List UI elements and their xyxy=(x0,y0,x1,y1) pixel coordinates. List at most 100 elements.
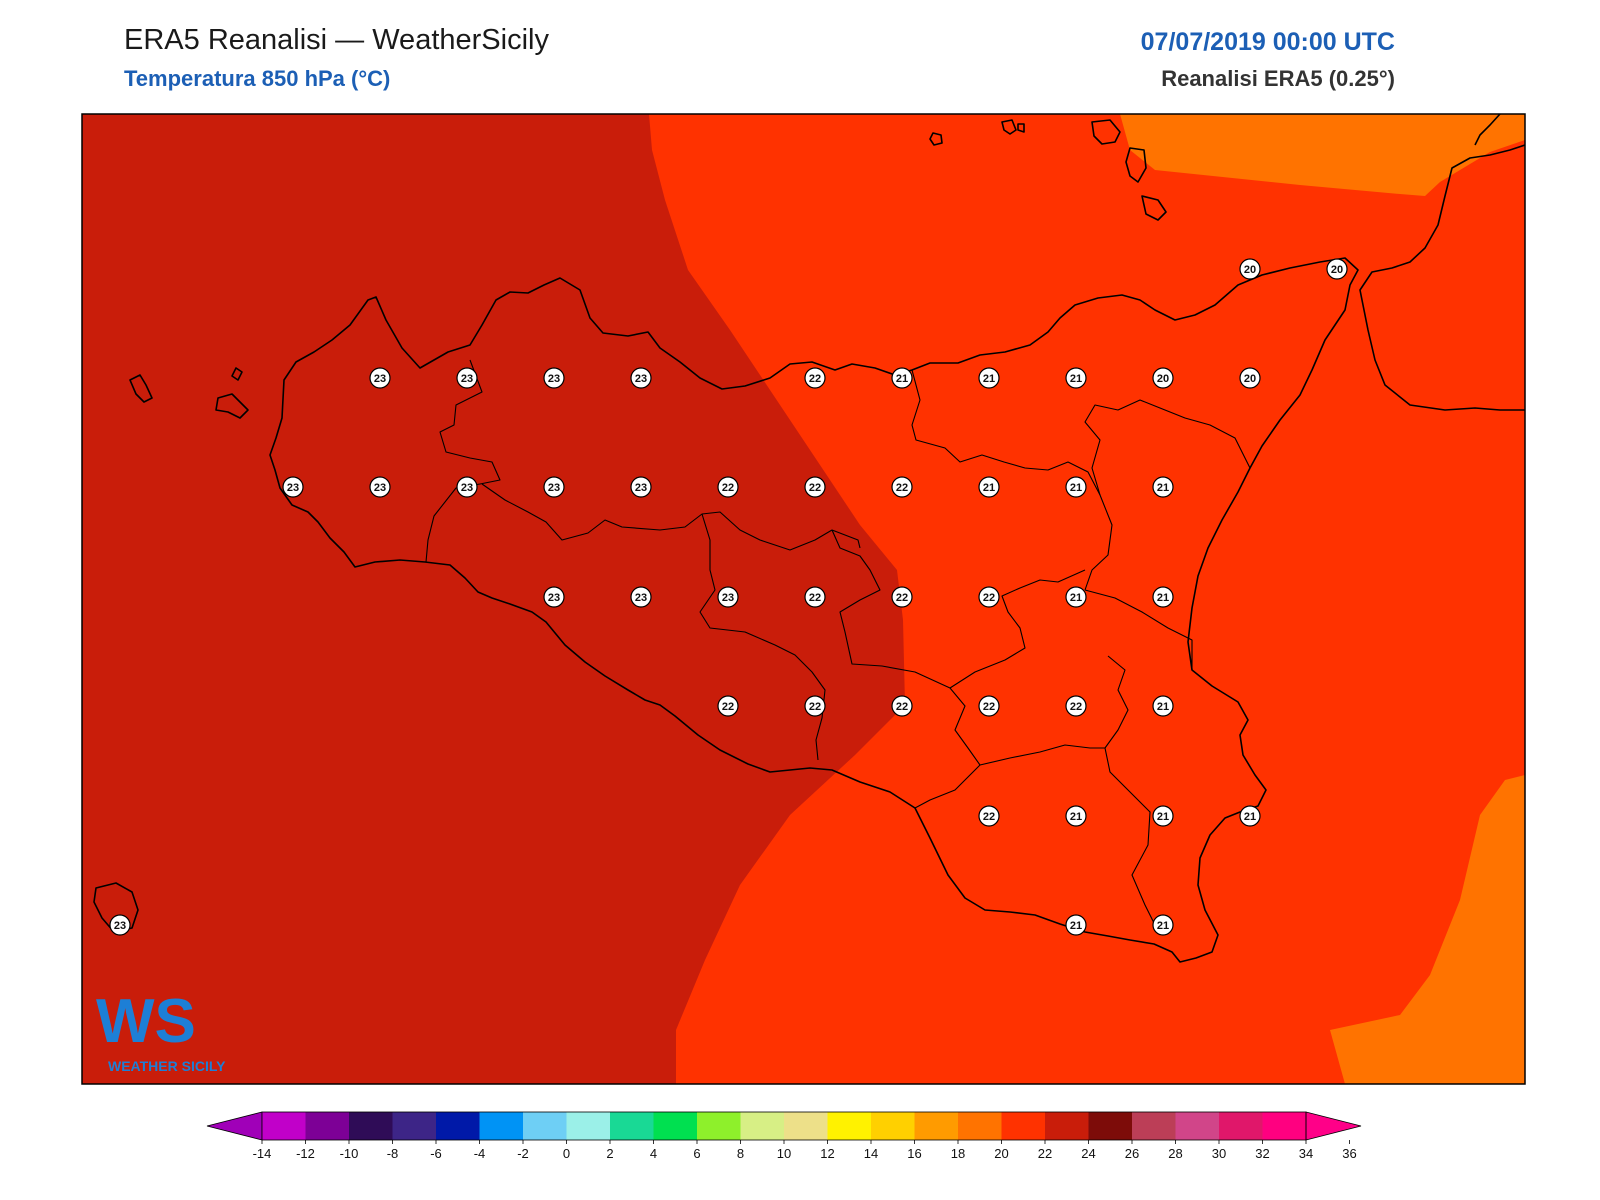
station-circle xyxy=(1152,695,1174,717)
colorbar-tick-label: 14 xyxy=(864,1146,878,1161)
station-marker: 21 xyxy=(1065,914,1087,936)
station-marker: 23 xyxy=(543,586,565,608)
station-value: 22 xyxy=(896,701,908,713)
station-value: 22 xyxy=(896,592,908,604)
colorbar-swatch xyxy=(1132,1112,1176,1140)
station-value: 20 xyxy=(1157,373,1169,385)
border-messina-enna xyxy=(911,369,1113,591)
colorbar-tick-label: 6 xyxy=(693,1146,700,1161)
island-pantelleria xyxy=(93,882,139,933)
station-circle xyxy=(1065,476,1087,498)
station-circle xyxy=(456,367,478,389)
sicily-coastline xyxy=(269,257,1359,963)
station-marker: 22 xyxy=(891,586,913,608)
colorbar-under-arrow xyxy=(206,1111,263,1141)
field-band-20-22 xyxy=(649,114,1525,1084)
border-ragusa-east xyxy=(979,744,1105,766)
station-marker: 21 xyxy=(1152,586,1174,608)
station-value: 23 xyxy=(548,592,560,604)
colorbar-swatch xyxy=(1219,1112,1263,1140)
station-value: 23 xyxy=(461,482,473,494)
field-band-18-20 xyxy=(1120,114,1525,196)
station-marker: 22 xyxy=(717,476,739,498)
colorbar-tick-label: 32 xyxy=(1255,1146,1269,1161)
station-value: 21 xyxy=(896,373,908,385)
station-circle xyxy=(717,586,739,608)
station-circle xyxy=(1065,914,1087,936)
island-vulcano xyxy=(1141,195,1167,221)
station-circle xyxy=(630,586,652,608)
station-value: 21 xyxy=(1070,920,1082,932)
station-value: 23 xyxy=(374,373,386,385)
colorbar-tick-label: -6 xyxy=(430,1146,442,1161)
colorbar-tick-label: -2 xyxy=(517,1146,529,1161)
station-value: 22 xyxy=(809,701,821,713)
colorbar-tick-label: 22 xyxy=(1038,1146,1052,1161)
station-circle xyxy=(1326,258,1348,280)
colorbar-tick-label: 26 xyxy=(1125,1146,1139,1161)
station-circle xyxy=(456,476,478,498)
colorbar-tick-label: 10 xyxy=(777,1146,791,1161)
colorbar-tick-label: 36 xyxy=(1342,1146,1356,1161)
station-circle xyxy=(630,476,652,498)
station-circle xyxy=(282,476,304,498)
station-value: 21 xyxy=(1070,373,1082,385)
station-circle xyxy=(1152,805,1174,827)
station-marker: 23 xyxy=(456,367,478,389)
station-value: 22 xyxy=(1070,701,1082,713)
border-trapani-palermo xyxy=(425,359,501,563)
calabria-upper-coast xyxy=(1474,114,1501,146)
colorbar-swatch xyxy=(827,1112,872,1140)
station-marker: 23 xyxy=(630,586,652,608)
island-salina xyxy=(1091,119,1121,145)
colorbar-tick-label: 34 xyxy=(1299,1146,1313,1161)
station-circle xyxy=(978,367,1000,389)
station-circle xyxy=(1065,695,1087,717)
colorbar-swatch xyxy=(653,1112,698,1140)
station-circle xyxy=(1065,367,1087,389)
station-circle xyxy=(1152,586,1174,608)
station-value: 22 xyxy=(809,373,821,385)
colorbar-tick-label: -12 xyxy=(296,1146,315,1161)
station-value: 23 xyxy=(287,482,299,494)
colorbar-swatch xyxy=(436,1112,480,1140)
station-value: 23 xyxy=(548,373,560,385)
colorbar-tick-label: -10 xyxy=(340,1146,359,1161)
station-marker: 21 xyxy=(978,367,1000,389)
colorbar-swatch xyxy=(523,1112,567,1140)
colorbar-tick-label: -8 xyxy=(387,1146,399,1161)
colorbar-swatch xyxy=(479,1112,524,1140)
island-filicudi xyxy=(1017,123,1025,133)
border-caltanissetta-east xyxy=(831,529,1086,689)
colorbar-swatch xyxy=(566,1112,611,1140)
station-marker: 20 xyxy=(1239,367,1261,389)
logo-initials: WS xyxy=(96,987,196,1056)
map-frame xyxy=(81,113,1526,1085)
station-marker: 21 xyxy=(1239,805,1261,827)
station-value: 20 xyxy=(1244,264,1256,276)
station-circle xyxy=(109,914,131,936)
station-circle xyxy=(717,476,739,498)
colorbar-swatch xyxy=(392,1112,437,1140)
colorbar: -14 -12 -10 -8 -6 -4 -2 0 2 4 6 8 10 12 14 16 18 20 22 24 26… xyxy=(206,1111,1362,1161)
station-marker: 22 xyxy=(891,695,913,717)
colorbar-swatch xyxy=(262,1112,306,1140)
map-datetime: 07/07/2019 00:00 UTC xyxy=(1140,28,1395,56)
station-value: 21 xyxy=(1070,592,1082,604)
station-marker: 23 xyxy=(630,367,652,389)
station-value: 23 xyxy=(548,482,560,494)
colorbar-tick-label: 12 xyxy=(820,1146,834,1161)
temperature-field xyxy=(82,114,1525,1084)
station-circle xyxy=(978,695,1000,717)
station-circle xyxy=(1239,258,1261,280)
station-marker: 23 xyxy=(630,476,652,498)
colorbar-swatch xyxy=(784,1112,828,1140)
station-value: 21 xyxy=(983,373,995,385)
station-marker: 21 xyxy=(1152,914,1174,936)
station-marker: 21 xyxy=(1152,476,1174,498)
station-circle xyxy=(369,476,391,498)
station-circle xyxy=(804,367,826,389)
station-marker: 22 xyxy=(804,367,826,389)
station-circle xyxy=(1152,367,1174,389)
